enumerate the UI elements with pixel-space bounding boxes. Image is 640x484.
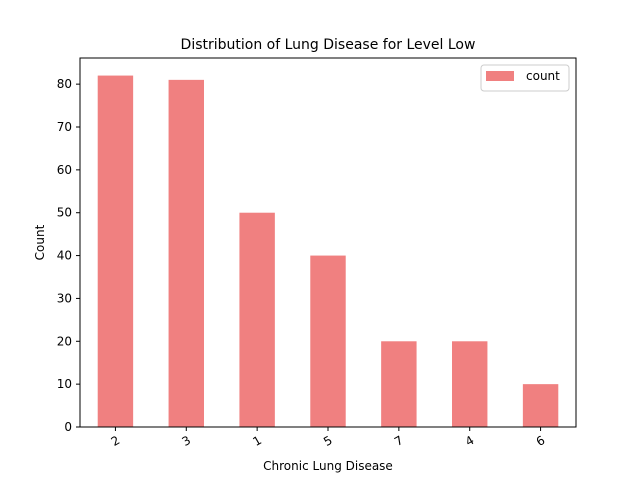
legend: count <box>480 64 570 92</box>
bar-1 <box>239 212 275 427</box>
y-axis-ticks: 0 10 20 30 40 50 60 70 80 <box>57 77 80 434</box>
bar-6 <box>522 384 559 427</box>
legend-swatch <box>486 71 514 81</box>
y-tick-label: 20 <box>57 334 72 348</box>
x-axis-label: Chronic Lung Disease <box>263 459 393 473</box>
y-axis-label: Count <box>33 224 47 260</box>
y-tick-label: 10 <box>57 377 72 391</box>
chart-title: Distribution of Lung Disease for Level L… <box>181 37 476 53</box>
y-tick-label: 40 <box>57 249 72 263</box>
bar-4 <box>452 341 488 427</box>
legend-label: count <box>526 69 560 83</box>
y-tick-label: 30 <box>57 291 72 305</box>
y-tick-label: 50 <box>57 206 72 220</box>
y-tick-label: 70 <box>57 120 72 134</box>
plot-frame <box>79 57 577 428</box>
y-tick-label: 60 <box>57 163 72 177</box>
bar-5 <box>310 255 346 427</box>
y-tick-label: 0 <box>64 420 72 434</box>
bars-layer <box>97 75 559 428</box>
bar-2 <box>97 75 134 428</box>
bar-7 <box>381 341 417 427</box>
bar-3 <box>168 79 204 427</box>
y-tick-label: 80 <box>57 77 72 91</box>
